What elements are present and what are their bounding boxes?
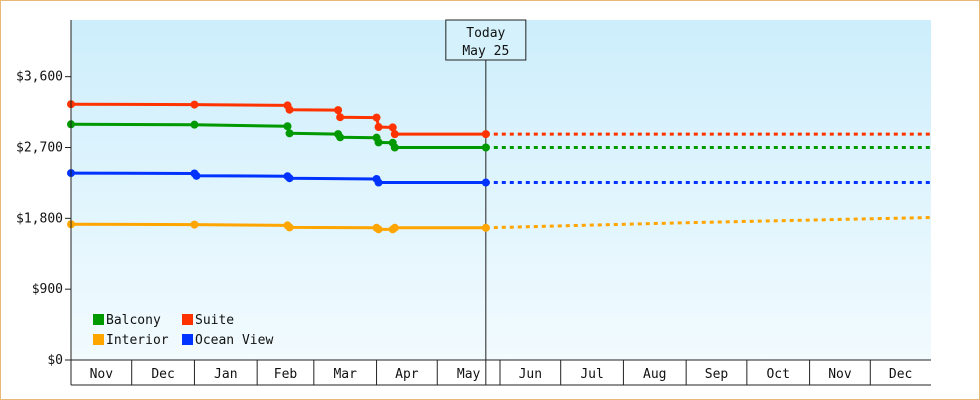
x-tick-label-0: Nov bbox=[90, 367, 114, 382]
series-point-suite-5 bbox=[336, 113, 345, 122]
series-point-suite-6 bbox=[372, 113, 381, 122]
series-point-balcony-3 bbox=[285, 129, 294, 138]
legend-swatch-ocean-view bbox=[182, 334, 193, 345]
legend-label-balcony: Balcony bbox=[106, 313, 161, 328]
series-point-ocean-view-6 bbox=[374, 178, 383, 187]
y-tick-label-0: $0 bbox=[47, 353, 63, 368]
series-point-suite-8 bbox=[388, 123, 397, 132]
series-point-balcony-1 bbox=[190, 120, 199, 129]
series-point-balcony-7 bbox=[374, 138, 383, 147]
y-tick-label-2: $1,800 bbox=[16, 211, 63, 226]
series-point-interior-7 bbox=[390, 223, 399, 232]
today-label-line2: May 25 bbox=[462, 44, 509, 59]
x-tick-label-1: Dec bbox=[151, 367, 174, 382]
x-tick-label-7: Jun bbox=[519, 367, 542, 382]
series-point-ocean-view-7 bbox=[481, 178, 490, 187]
today-box bbox=[445, 19, 527, 61]
x-tick-label-8: Jul bbox=[580, 367, 603, 382]
series-point-interior-5 bbox=[374, 225, 383, 234]
x-tick-label-10: Sep bbox=[705, 367, 729, 382]
series-point-suite-1 bbox=[190, 100, 199, 109]
series-forecast-interior bbox=[485, 216, 932, 230]
x-tick-label-4: Mar bbox=[333, 367, 357, 382]
x-tick-label-3: Feb bbox=[274, 367, 298, 382]
legend-swatch-balcony bbox=[93, 314, 104, 325]
y-tick-label-1: $900 bbox=[32, 282, 63, 297]
legend-label-interior: Interior bbox=[106, 333, 169, 348]
x-tick-label-9: Aug bbox=[643, 367, 666, 382]
series-point-suite-7 bbox=[374, 123, 383, 132]
plot-background bbox=[71, 20, 931, 360]
x-tick-label-13: Dec bbox=[889, 367, 912, 382]
series-point-suite-9 bbox=[390, 130, 399, 139]
series-point-suite-4 bbox=[334, 106, 343, 115]
series-point-balcony-5 bbox=[336, 133, 345, 142]
legend-label-ocean-view: Ocean View bbox=[195, 333, 273, 348]
x-tick-label-5: Apr bbox=[395, 367, 419, 382]
legend-label-suite: Suite bbox=[195, 313, 234, 328]
today-label-line1: Today bbox=[466, 26, 505, 41]
legend-swatch-suite bbox=[182, 314, 193, 325]
series-point-interior-8 bbox=[481, 223, 490, 232]
series-point-suite-10 bbox=[481, 130, 490, 139]
x-tick-label-6: May bbox=[457, 367, 481, 382]
series-point-ocean-view-4 bbox=[285, 174, 294, 183]
x-tick-label-11: Oct bbox=[766, 367, 789, 382]
x-tick-label-2: Jan bbox=[214, 367, 237, 382]
series-point-interior-3 bbox=[285, 223, 294, 232]
series-point-suite-3 bbox=[285, 105, 294, 114]
y-tick-label-3: $2,700 bbox=[16, 141, 63, 156]
x-tick-label-12: Nov bbox=[828, 367, 852, 382]
legend-swatch-interior bbox=[93, 334, 104, 345]
series-point-balcony-10 bbox=[481, 143, 490, 152]
series-point-interior-1 bbox=[190, 220, 199, 229]
series-point-ocean-view-2 bbox=[192, 171, 201, 180]
y-tick-label-4: $3,600 bbox=[16, 70, 63, 85]
series-point-balcony-9 bbox=[390, 143, 399, 152]
series-point-balcony-2 bbox=[283, 122, 292, 131]
